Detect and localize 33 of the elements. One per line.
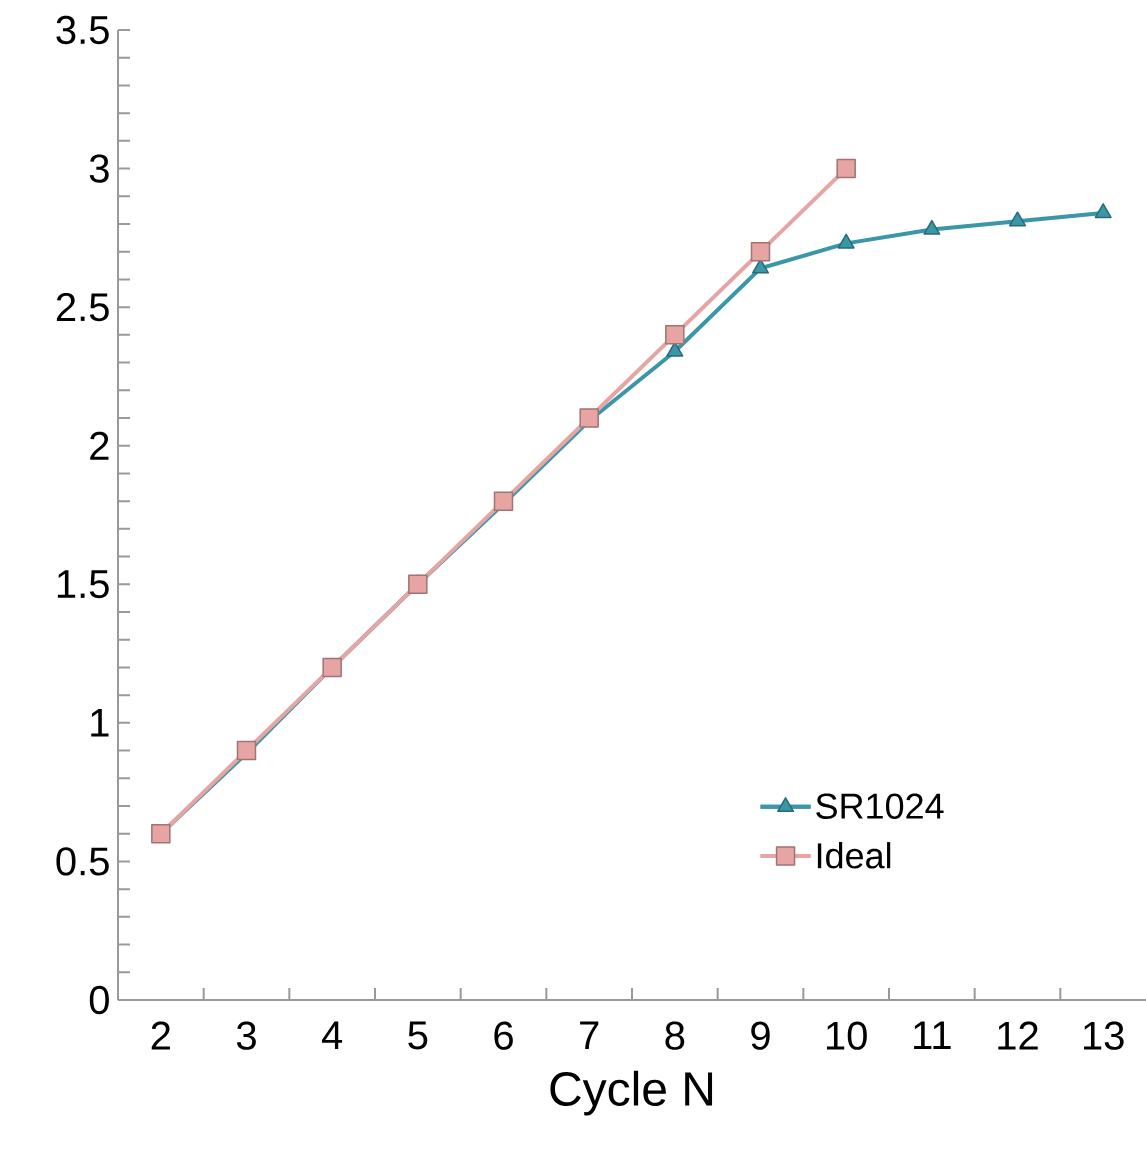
- point: [322, 657, 342, 678]
- x-tick-label: 11: [914, 1021, 951, 1050]
- legend-label: SR1024: [816, 793, 944, 819]
- x-tick-label: 7: [580, 1021, 599, 1050]
- point: [837, 233, 855, 249]
- y-tick-label: 3: [89, 154, 109, 183]
- x-tick-label: 6: [494, 1021, 513, 1050]
- x-tick-label: 12: [998, 1021, 1038, 1050]
- x-tick-label: 13: [1083, 1021, 1124, 1050]
- x-tick-label: 4: [321, 1021, 343, 1050]
- point: [1008, 211, 1027, 227]
- y-tick-label: 3.5: [56, 15, 109, 45]
- y-tick-label: 2.5: [56, 292, 109, 322]
- x-tick-label: 8: [665, 1021, 685, 1050]
- point: [923, 219, 941, 235]
- x-tick-label: 5: [408, 1021, 428, 1050]
- y-tick-label: 2: [90, 431, 109, 460]
- y-tick-label: 1: [91, 709, 109, 737]
- x-tick-label: 9: [751, 1021, 770, 1050]
- x-tick-label: 10: [826, 1021, 867, 1050]
- point: [408, 574, 428, 595]
- point: [836, 158, 856, 179]
- y-tick-label: 0.5: [56, 847, 109, 876]
- point: [1094, 203, 1112, 219]
- y-tick-label: 0: [89, 985, 109, 1015]
- point: [750, 241, 771, 262]
- x-axis-title: Cycle N: [550, 1070, 713, 1116]
- x-tick-label: 3: [236, 1021, 256, 1050]
- legend-label: Ideal: [817, 842, 891, 869]
- point: [151, 823, 171, 844]
- y-tick-label: 1.5: [57, 570, 109, 599]
- point: [665, 325, 685, 345]
- x-tick-label: 2: [151, 1021, 170, 1050]
